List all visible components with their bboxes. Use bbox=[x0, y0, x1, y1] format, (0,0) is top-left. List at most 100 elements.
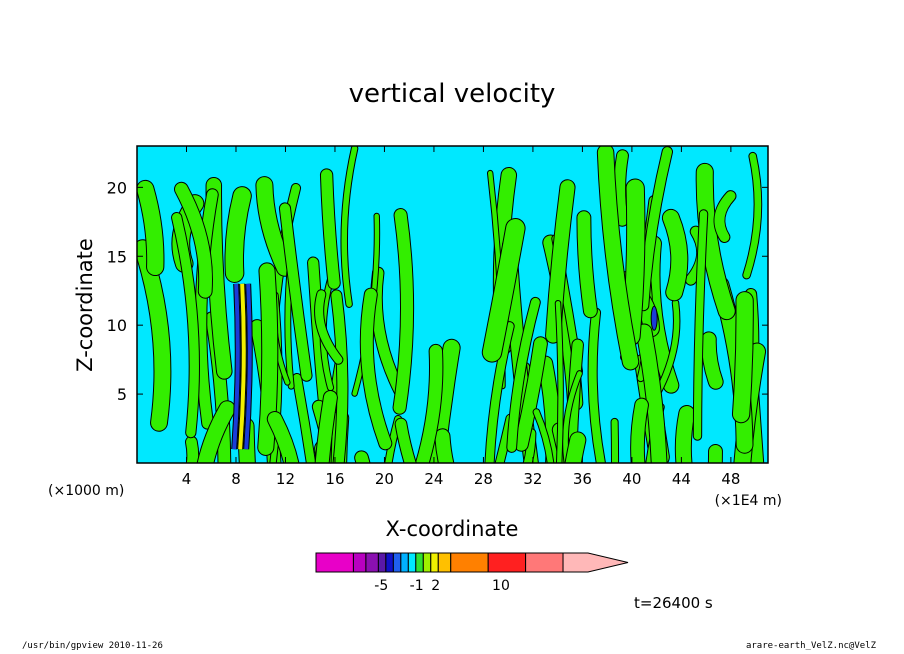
x-axis: 4 8 12 16 20 24 28 32 36 40 44 48 bbox=[182, 146, 740, 488]
colorbar-tick-label: -5 bbox=[374, 578, 388, 594]
updraft-band bbox=[393, 209, 414, 414]
updraft-band bbox=[360, 288, 392, 450]
updraft-band bbox=[415, 344, 443, 463]
colorbar-segment bbox=[352, 552, 367, 573]
x-tick-label: 48 bbox=[721, 470, 740, 488]
updraft-band bbox=[523, 429, 536, 463]
updraft-band bbox=[614, 150, 628, 226]
updraft-band bbox=[395, 418, 416, 463]
updraft-band bbox=[675, 406, 695, 463]
colorbar-segment bbox=[422, 552, 432, 573]
updraft-band bbox=[515, 337, 547, 451]
y-tick-label: 15 bbox=[107, 247, 127, 266]
updraft-band bbox=[256, 177, 293, 276]
updraft-band bbox=[732, 292, 753, 423]
time-label: t=26400 s bbox=[634, 594, 713, 612]
colorbar-tick-label: 2 bbox=[431, 578, 440, 594]
colorbar-segment bbox=[385, 552, 394, 573]
updraft-band bbox=[385, 415, 402, 463]
convective-core bbox=[238, 283, 246, 450]
updraft-band bbox=[577, 211, 597, 318]
y-tick-label: 10 bbox=[107, 316, 127, 335]
colorbar-tick-label: 10 bbox=[492, 578, 510, 594]
colorbar-tick-labels: -5 -1 2 10 bbox=[374, 578, 510, 594]
updraft-band bbox=[195, 189, 218, 429]
contour-band-outline bbox=[707, 443, 723, 463]
updraft-band bbox=[538, 356, 561, 463]
updraft-band bbox=[597, 146, 639, 370]
x-tick-label: 8 bbox=[231, 470, 241, 488]
x-tick-label: 24 bbox=[424, 470, 443, 488]
x-tick-label: 28 bbox=[474, 470, 493, 488]
chart-title: vertical velocity bbox=[349, 79, 556, 109]
updraft-band bbox=[197, 401, 235, 463]
updraft-band bbox=[588, 308, 605, 463]
updraft-band bbox=[714, 191, 736, 242]
colorbar-segment bbox=[562, 552, 629, 573]
x-tick-label: 12 bbox=[276, 470, 295, 488]
colorbar-segment bbox=[315, 552, 354, 573]
updraft-band bbox=[622, 179, 645, 345]
colorbar-segment bbox=[487, 552, 527, 573]
updraft-band bbox=[636, 324, 667, 463]
downdraft-cell bbox=[650, 305, 658, 331]
velocity-field bbox=[137, 146, 767, 463]
footer-left: /usr/bin/gpview 2010-11-26 bbox=[22, 641, 163, 651]
x-unit-left: (×1000 m) bbox=[48, 483, 124, 499]
updraft-band bbox=[611, 418, 619, 463]
updraft-band bbox=[267, 412, 299, 463]
colorbar-segment bbox=[430, 552, 439, 573]
x-tick-label: 36 bbox=[573, 470, 592, 488]
updraft-band bbox=[565, 432, 586, 463]
updraft-band bbox=[435, 429, 454, 463]
x-tick-label: 32 bbox=[523, 470, 542, 488]
updraft-band bbox=[292, 373, 316, 463]
updraft-band bbox=[533, 409, 554, 463]
contour-band-outline bbox=[564, 431, 587, 463]
colorbar-segment bbox=[437, 552, 452, 573]
colorbar-segment bbox=[450, 552, 489, 573]
updraft-band bbox=[507, 297, 540, 452]
updraft-band bbox=[427, 339, 460, 463]
convective-core bbox=[244, 283, 252, 450]
updraft-band bbox=[175, 182, 212, 298]
updraft-band bbox=[555, 300, 563, 463]
updraft-band bbox=[320, 169, 340, 289]
colorbar-segment bbox=[415, 552, 424, 573]
updraft-band bbox=[662, 209, 688, 301]
colorbar-segment bbox=[392, 552, 402, 573]
plot-area bbox=[136, 145, 769, 464]
updraft-band bbox=[638, 147, 672, 311]
x-tick-label: 4 bbox=[182, 470, 192, 488]
updraft-band bbox=[696, 163, 735, 320]
updraft-band bbox=[482, 219, 525, 362]
contour-band-outline bbox=[354, 450, 371, 463]
colorbar-segment bbox=[407, 552, 417, 573]
updraft-band bbox=[693, 210, 708, 440]
updraft-band bbox=[565, 339, 583, 463]
updraft-band bbox=[331, 290, 348, 463]
updraft-band bbox=[708, 444, 722, 463]
y-axis: 5 10 15 20 bbox=[107, 178, 768, 404]
x-tick-label: 20 bbox=[375, 470, 394, 488]
updraft-band bbox=[355, 451, 370, 463]
updraft-band bbox=[279, 203, 312, 381]
updraft-band bbox=[743, 152, 762, 279]
updraft-band bbox=[485, 322, 514, 463]
updraft-band bbox=[631, 398, 648, 463]
updraft-band bbox=[702, 332, 723, 389]
updraft-band bbox=[315, 391, 337, 463]
footer-right: arare-earth_VelZ.nc@VelZ bbox=[745, 641, 876, 651]
x-axis-label: X-coordinate bbox=[386, 517, 519, 541]
updraft-band bbox=[225, 187, 251, 282]
colorbar-tick-label: -1 bbox=[410, 578, 424, 594]
colorbar-segment bbox=[365, 552, 379, 573]
colorbar-segment bbox=[525, 552, 564, 573]
updraft-band bbox=[186, 436, 199, 463]
plot-frame bbox=[136, 145, 769, 464]
colorbar-segment bbox=[377, 552, 387, 573]
updraft-band bbox=[315, 290, 343, 364]
updraft-band bbox=[341, 146, 358, 307]
y-tick-label: 5 bbox=[117, 385, 127, 404]
